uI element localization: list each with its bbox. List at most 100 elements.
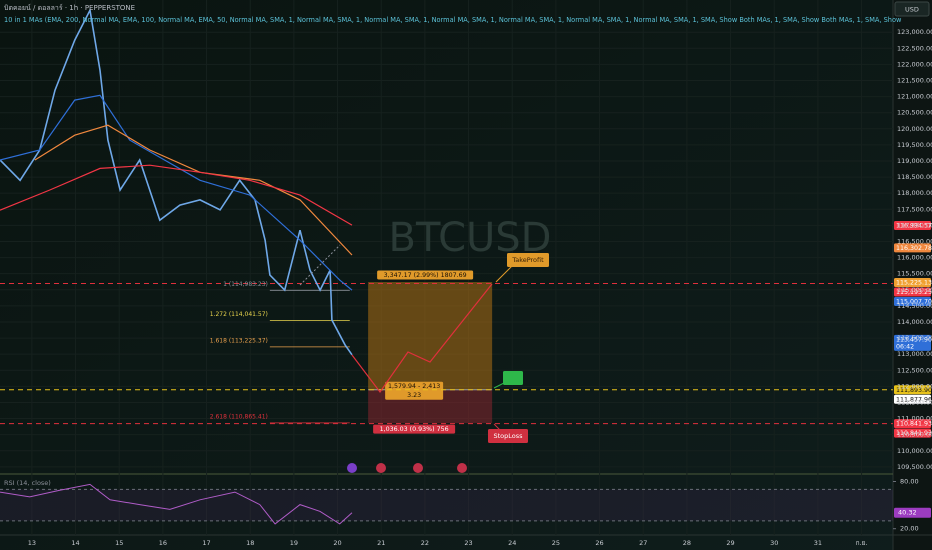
y-tick-label: 110,500.00 bbox=[897, 431, 932, 439]
x-tick-label: 28 bbox=[683, 539, 691, 547]
currency-button[interactable] bbox=[894, 1, 930, 17]
y-tick-label: 117,500.00 bbox=[897, 205, 932, 213]
x-tick-label: 23 bbox=[464, 539, 472, 547]
x-tick-label: 31 bbox=[814, 539, 822, 547]
y-tick-label: 112,000.00 bbox=[897, 382, 932, 390]
y-tick-label: 120,000.00 bbox=[897, 125, 932, 133]
y-tick-label: 118,000.00 bbox=[897, 189, 932, 197]
x-tick-label: 27 bbox=[639, 539, 647, 547]
y-tick-label: 116,500.00 bbox=[897, 237, 932, 245]
rsi-tick-label: 20.00 bbox=[900, 525, 919, 533]
y-tick-label: 110,000.00 bbox=[897, 447, 932, 455]
fib-trend bbox=[299, 244, 341, 286]
y-tick-label: 122,500.00 bbox=[897, 44, 932, 52]
price-tag bbox=[894, 334, 931, 351]
price-tag bbox=[894, 385, 931, 395]
x-tick-label: 15 bbox=[115, 539, 123, 547]
price-tag-label: 113,457.90 bbox=[896, 336, 932, 343]
profit-zone bbox=[368, 282, 493, 390]
mid-label-box bbox=[385, 381, 444, 400]
stop-loss: StopLoss bbox=[493, 432, 523, 440]
fib-label: 1 (114,983.23) bbox=[223, 281, 268, 288]
y-tick-label: 112,500.00 bbox=[897, 366, 932, 374]
price-tag bbox=[894, 428, 931, 438]
y-tick-label: 111,000.00 bbox=[897, 415, 932, 423]
price-tag-countdown: 06:42 bbox=[896, 343, 914, 350]
rsi-tag bbox=[894, 507, 931, 518]
price-axis bbox=[893, 0, 932, 550]
x-tick-label: 20 bbox=[333, 539, 341, 547]
rsi-tick-label: 80.00 bbox=[900, 478, 919, 486]
price-tag-label: 115,225.13 bbox=[896, 280, 932, 287]
rsi-title: RSI (14, close) bbox=[4, 479, 51, 487]
price-tag-label: 115,193.25 bbox=[896, 289, 932, 296]
event-icon[interactable] bbox=[347, 463, 357, 473]
fib-label: 1.272 (114,041.57) bbox=[210, 311, 268, 318]
price-tag bbox=[894, 287, 931, 297]
x-tick-label: 21 bbox=[377, 539, 385, 547]
y-tick-label: 118,500.00 bbox=[897, 173, 932, 181]
x-tick-label: 30 bbox=[770, 539, 778, 547]
price-tag bbox=[894, 243, 931, 253]
x-tick-label: 26 bbox=[595, 539, 603, 547]
fib-label: 2.618 (110,865.41) bbox=[210, 413, 268, 420]
y-tick-label: 109,500.00 bbox=[897, 463, 932, 471]
position-tool: 3,347.17 (2.99%) 1807.69 1,579.94 - 2,413… bbox=[368, 253, 549, 443]
y-tick-label: 115,500.00 bbox=[897, 270, 932, 278]
x-tick-label: 22 bbox=[421, 539, 429, 547]
y-tick-label: 114,000.00 bbox=[897, 318, 932, 326]
price-line bbox=[0, 7, 353, 356]
callout-pointer bbox=[495, 265, 520, 283]
price-tag-label: 110,841.93 bbox=[896, 421, 932, 428]
y-tick-label: 123,000.00 bbox=[897, 28, 932, 36]
price-tag-label: 116,302.78 bbox=[896, 245, 932, 252]
x-tick-label: 17 bbox=[202, 539, 210, 547]
price-tag bbox=[894, 297, 931, 307]
y-tick-label: 121,500.00 bbox=[897, 76, 932, 84]
stop-loss-callout bbox=[488, 429, 528, 443]
x-tick-label: 24 bbox=[508, 539, 516, 547]
price-tag-label: 111,877.96 bbox=[896, 396, 932, 403]
series: 1 (114,983.23) 1.272 (114,041.57) 1.618 (1… bbox=[0, 7, 896, 530]
price-tag-label: 111,893.90 bbox=[896, 387, 932, 394]
price-line bbox=[0, 94, 353, 291]
y-tick-label: 113,500.00 bbox=[897, 334, 932, 342]
projection-path bbox=[351, 283, 493, 394]
x-tick-label: 25 bbox=[552, 539, 560, 547]
y-tick-label: 121,000.00 bbox=[897, 93, 932, 101]
profit-label: 3,347.17 (2.99%) 1807.69 bbox=[384, 272, 467, 279]
indicator-legend: 10 in 1 MAs (EMA, 200, Normal MA, EMA, 1… bbox=[4, 16, 902, 24]
take-profit-callout bbox=[507, 253, 549, 267]
y-tick-label: 120,500.00 bbox=[897, 109, 932, 117]
x-tick-label: 18 bbox=[246, 539, 254, 547]
x-tick-label: 13 bbox=[28, 539, 36, 547]
y-tick-label: 119,000.00 bbox=[897, 157, 932, 165]
y-tick-label: 117,000.00 bbox=[897, 221, 932, 229]
price-line bbox=[0, 164, 353, 226]
event-icon[interactable] bbox=[413, 463, 423, 473]
rsi-tag-label: 40.32 bbox=[898, 509, 917, 517]
price-tag bbox=[894, 221, 931, 231]
x-tick-label: ก.ย. bbox=[856, 539, 868, 547]
entry-callout bbox=[503, 371, 523, 385]
rsi-band-fill bbox=[0, 489, 893, 521]
x-tick-label: 16 bbox=[159, 539, 167, 547]
x-tick-label: 29 bbox=[726, 539, 734, 547]
y-tick-label: 111,500.00 bbox=[897, 398, 932, 406]
event-icon[interactable] bbox=[376, 463, 386, 473]
event-icons bbox=[347, 463, 467, 473]
price-tags: 40.32 116,994.57 116,302.78 115,225.13 115,1… bbox=[894, 221, 932, 518]
rsi-line bbox=[0, 483, 353, 525]
price-line bbox=[34, 124, 353, 256]
x-tick-label: 19 bbox=[290, 539, 298, 547]
y-tick-label: 122,000.00 bbox=[897, 60, 932, 68]
callout-pointer bbox=[493, 423, 501, 431]
event-icon[interactable] bbox=[457, 463, 467, 473]
price-tag bbox=[894, 394, 931, 404]
profit-label-box bbox=[377, 270, 474, 280]
y-tick-label: 113,000.00 bbox=[897, 350, 932, 358]
price-tag-label: 115,007.70 bbox=[896, 299, 932, 306]
take-profit: TakeProfit bbox=[511, 256, 544, 264]
callout-pointer bbox=[493, 381, 507, 389]
